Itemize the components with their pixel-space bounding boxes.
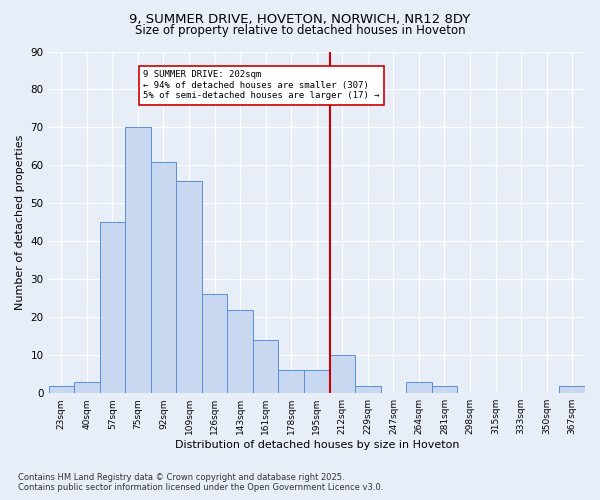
Bar (125, 128, 151, 393)
Bar (406, 382, 432, 393)
Bar (227, 310, 253, 393)
Bar (253, 340, 278, 393)
Bar (304, 370, 329, 393)
Bar (176, 180, 202, 393)
Text: Size of property relative to detached houses in Hoveton: Size of property relative to detached ho… (134, 24, 466, 37)
Y-axis label: Number of detached properties: Number of detached properties (15, 134, 25, 310)
Bar (49, 386, 74, 393)
Bar (151, 162, 176, 393)
Bar (432, 386, 457, 393)
Bar (278, 370, 304, 393)
X-axis label: Distribution of detached houses by size in Hoveton: Distribution of detached houses by size … (175, 440, 459, 450)
Bar (355, 386, 380, 393)
Bar (74, 382, 100, 393)
Text: Contains HM Land Registry data © Crown copyright and database right 2025.
Contai: Contains HM Land Registry data © Crown c… (18, 473, 383, 492)
Text: 9, SUMMER DRIVE, HOVETON, NORWICH, NR12 8DY: 9, SUMMER DRIVE, HOVETON, NORWICH, NR12 … (130, 12, 470, 26)
Bar (100, 222, 125, 393)
Bar (202, 294, 227, 393)
Bar (559, 386, 585, 393)
Text: 9 SUMMER DRIVE: 202sqm
← 94% of detached houses are smaller (307)
5% of semi-det: 9 SUMMER DRIVE: 202sqm ← 94% of detached… (143, 70, 380, 101)
Bar (329, 355, 355, 393)
